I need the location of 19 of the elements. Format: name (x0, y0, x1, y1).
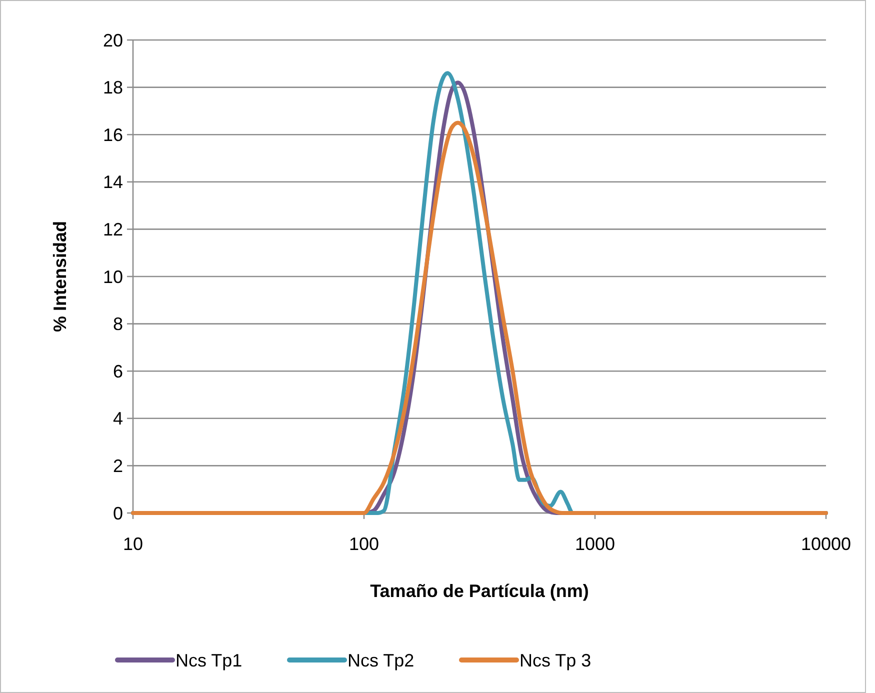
y-tick-label: 4 (112, 408, 123, 429)
y-tick-label: 12 (102, 220, 123, 240)
y-tick-label: 8 (112, 314, 123, 334)
y-tick-label: 2 (112, 456, 123, 476)
legend-label: Ncs Tp1 (176, 650, 242, 670)
y-tick-label: 10 (102, 266, 123, 287)
y-tick-label: 16 (102, 124, 123, 145)
y-tick-label: 18 (102, 78, 123, 98)
y-tick-label: 14 (102, 172, 123, 192)
legend-label: Ncs Tp2 (348, 650, 414, 670)
x-tick-label: 10000 (800, 534, 852, 554)
y-axis-title: % Intensidad (50, 220, 70, 332)
y-tick-label: 0 (112, 503, 123, 524)
x-tick-label: 100 (348, 534, 380, 554)
x-tick-label: 1000 (574, 534, 616, 554)
y-tick-label: 20 (102, 30, 123, 50)
legend-label: Ncs Tp 3 (520, 650, 592, 670)
x-axis-title: Tamaño de Partícula (nm) (370, 581, 589, 601)
y-tick-label: 6 (112, 361, 123, 382)
